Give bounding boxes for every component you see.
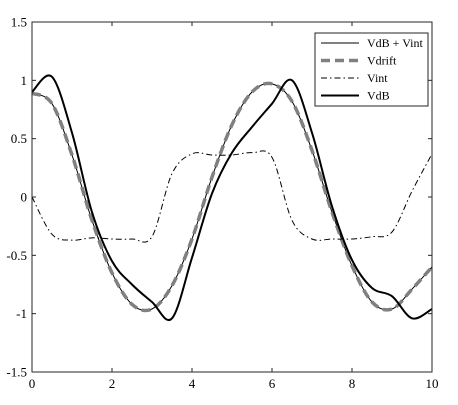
legend-label-vdb-vint: VdB + Vint [367, 36, 424, 50]
series-layer [31, 74, 434, 321]
legend-box [314, 32, 429, 107]
ticks-layer: 0 2 4 6 8 10 -1.5 -1 -0.5 0 0.5 1 1.5 [6, 15, 438, 392]
x-tick-label: 2 [109, 376, 116, 391]
x-tick-label: 8 [349, 376, 356, 391]
legend-label-vint: Vint [367, 71, 388, 85]
y-tick-label: 1 [21, 73, 28, 88]
y-tick-label: 1.5 [11, 15, 27, 30]
legend-label-vdrift: Vdrift [367, 54, 397, 68]
x-tick-label: 10 [426, 376, 439, 391]
legend-label-vdb: VdB [367, 89, 390, 103]
legend: VdB + Vint Vdrift Vint VdB [314, 32, 429, 107]
series-line-vdrift [31, 81, 434, 313]
y-tick-label: -0.5 [6, 248, 27, 263]
series-line-vint [31, 150, 433, 243]
y-tick-label: -1.5 [6, 365, 27, 380]
y-tick-label: -1 [16, 306, 27, 321]
x-tick-label: 4 [189, 376, 196, 391]
x-tick-label: 0 [29, 376, 36, 391]
x-tick-label: 6 [269, 376, 276, 391]
y-tick-label: 0.5 [11, 131, 27, 146]
series-line-vdb [31, 74, 433, 321]
y-tick-label: 0 [21, 190, 28, 205]
